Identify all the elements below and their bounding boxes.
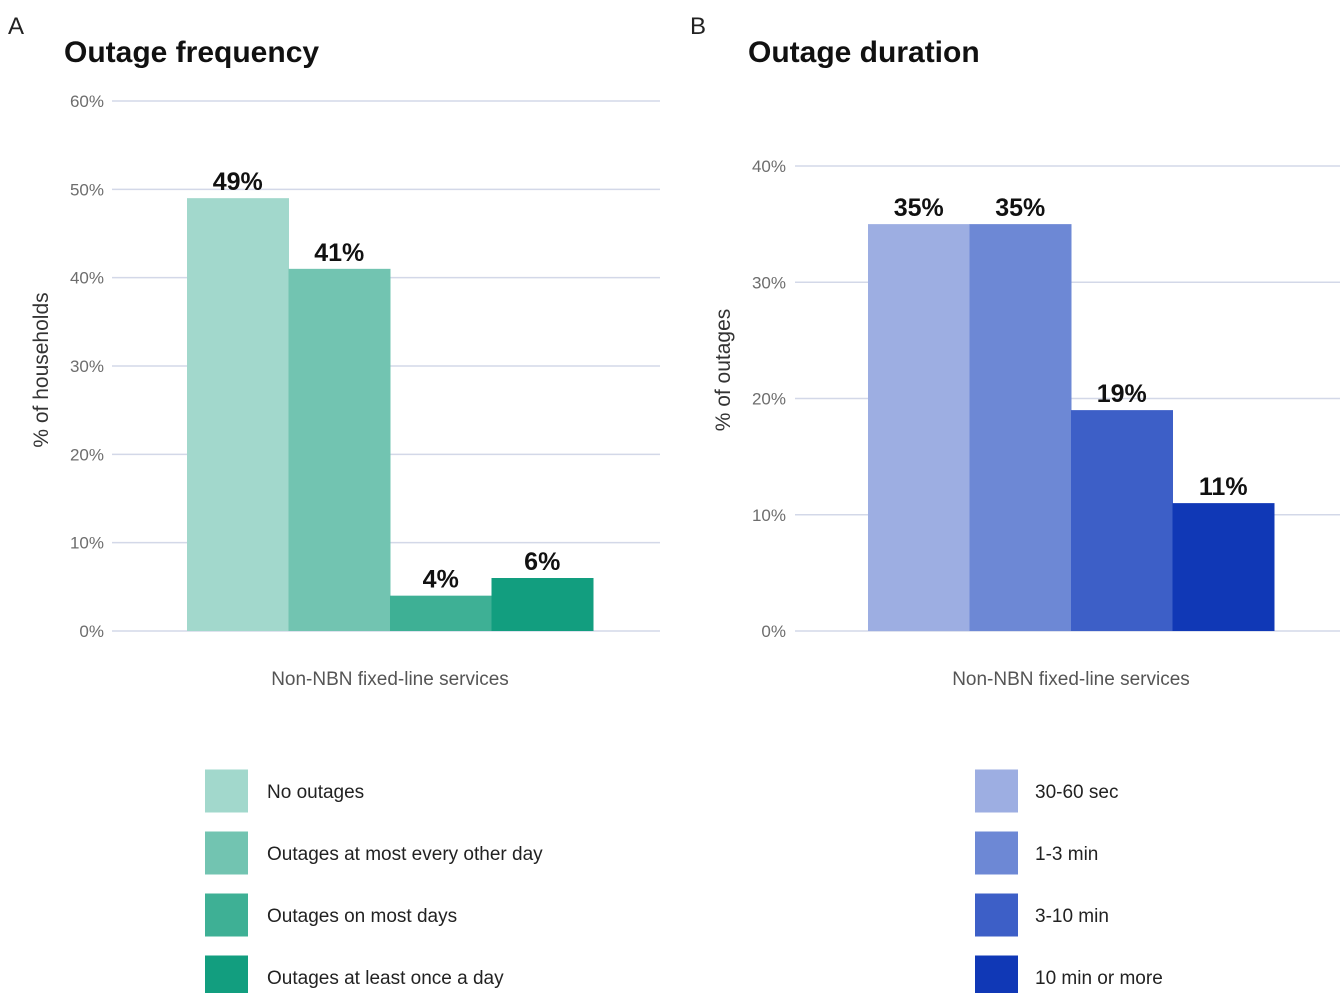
chart-title-a: Outage frequency bbox=[64, 36, 319, 69]
y-tick-label-b: 10% bbox=[752, 506, 786, 525]
bar-b-2 bbox=[969, 224, 1072, 631]
legend-entry-b-1: 30-60 sec bbox=[1035, 782, 1118, 803]
bar-b-3 bbox=[1071, 410, 1173, 631]
y-tick-label-a: 50% bbox=[70, 180, 104, 199]
legend-swatch-b-4 bbox=[975, 955, 1018, 993]
y-tick-label-a: 40% bbox=[70, 269, 104, 288]
legend-entry-a-1: No outages bbox=[267, 782, 364, 803]
legend-swatch-a-3 bbox=[205, 893, 248, 937]
legend-entry-a-2: Outages at most every other day bbox=[267, 844, 543, 865]
y-tick-label-a: 30% bbox=[70, 357, 104, 376]
y-tick-label-a: 60% bbox=[70, 92, 104, 111]
bar-a-2 bbox=[288, 268, 391, 631]
bar-b-1 bbox=[868, 224, 970, 631]
legend-entry-b-3: 3-10 min bbox=[1035, 906, 1109, 927]
y-tick-label-b: 0% bbox=[761, 622, 786, 641]
x-category-label-a: Non-NBN fixed-line services bbox=[271, 669, 509, 690]
data-label-a-1: 49% bbox=[213, 168, 263, 196]
legend-entry-a-4: Outages at least once a day bbox=[267, 968, 504, 989]
legend-entry-a-3: Outages on most days bbox=[267, 906, 457, 927]
bar-a-3 bbox=[390, 595, 492, 631]
y-tick-label-a: 0% bbox=[79, 622, 104, 641]
y-axis-label-a: % of households bbox=[30, 292, 53, 447]
chart-title-b: Outage duration bbox=[748, 36, 980, 69]
y-tick-label-a: 20% bbox=[70, 445, 104, 464]
legend-swatch-b-3 bbox=[975, 893, 1018, 937]
data-label-a-3: 4% bbox=[423, 566, 459, 594]
legend-swatch-b-1 bbox=[975, 769, 1018, 813]
y-axis-label-b: % of outages bbox=[712, 309, 735, 432]
data-label-a-4: 6% bbox=[524, 548, 560, 576]
legend-swatch-a-4 bbox=[205, 955, 248, 993]
bar-a-4 bbox=[491, 578, 594, 631]
bar-a-1 bbox=[187, 198, 289, 631]
legend-entry-b-4: 10 min or more bbox=[1035, 968, 1163, 989]
y-tick-label-b: 40% bbox=[752, 157, 786, 176]
legend-swatch-b-2 bbox=[975, 831, 1018, 875]
x-category-label-b: Non-NBN fixed-line services bbox=[952, 669, 1190, 690]
panel-letter-b: B bbox=[690, 13, 706, 40]
data-label-b-2: 35% bbox=[995, 194, 1045, 222]
data-label-a-2: 41% bbox=[314, 239, 364, 267]
data-label-b-4: 11% bbox=[1199, 473, 1248, 501]
y-tick-label-b: 30% bbox=[752, 273, 786, 292]
data-label-b-1: 35% bbox=[894, 194, 944, 222]
bar-b-4 bbox=[1172, 503, 1275, 631]
y-tick-label-b: 20% bbox=[752, 390, 786, 409]
legend-entry-b-2: 1-3 min bbox=[1035, 844, 1098, 865]
legend-swatch-a-1 bbox=[205, 769, 248, 813]
panel-letter-a: A bbox=[8, 13, 24, 40]
data-label-b-3: 19% bbox=[1097, 380, 1147, 408]
legend-swatch-a-2 bbox=[205, 831, 248, 875]
y-tick-label-a: 10% bbox=[70, 534, 104, 553]
